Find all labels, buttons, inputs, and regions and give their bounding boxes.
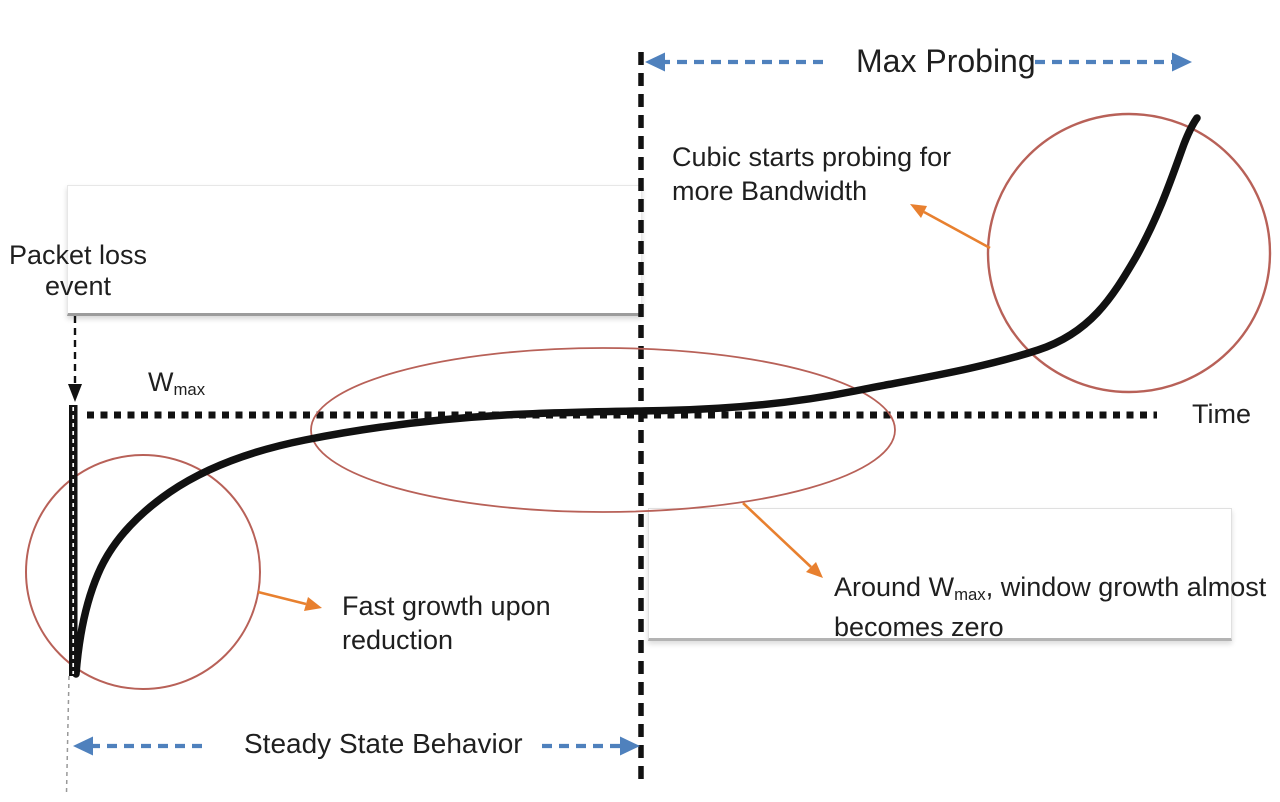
- packet-loss-callout-box: [67, 185, 642, 316]
- cubic-probing-annotation: Cubic starts probing for more Bandwidth: [672, 142, 952, 206]
- around-wmax-callout-box: [648, 508, 1232, 641]
- fast-growth-arrow-line: [257, 590, 307, 606]
- wmax-base-text: W: [148, 367, 174, 397]
- wmax-subscript-text: max: [173, 380, 206, 400]
- max-probing-right-arrowhead-icon: [1172, 52, 1192, 72]
- cubic-probing-arrow-line: [923, 210, 991, 250]
- max-probing-left-arrowhead-icon: [645, 52, 665, 72]
- cubic-window-growth-curve: [72, 114, 1201, 678]
- around-wmax-arrowhead-icon: [806, 562, 823, 578]
- around-wmax-annotation: Around Wmax, window growth almost become…: [834, 571, 1279, 644]
- fast-growth-highlight-circle: [25, 454, 261, 690]
- max-probing-phase-label: Max Probing: [856, 43, 1036, 79]
- packet-loss-arrowhead-icon: [68, 384, 82, 402]
- steady-state-right-arrowhead-icon: [620, 736, 640, 756]
- around-wmax-prefix-text: Around W: [834, 572, 955, 602]
- wmax-axis-label: Wmax: [148, 367, 205, 400]
- max-probing-highlight-circle: [986, 112, 1272, 394]
- packet-loss-guide-extension-line: [65, 675, 70, 794]
- around-wmax-subscript-text: max: [954, 585, 986, 605]
- packet-loss-drop-line: [69, 405, 78, 676]
- fast-growth-annotation: Fast growth upon reduction: [342, 591, 551, 655]
- cubic-probing-arrowhead-icon: [910, 204, 927, 218]
- packet-loss-label: Packet loss event: [8, 240, 148, 301]
- wmax-plateau-highlight-ellipse: [310, 347, 896, 513]
- steady-state-phase-label: Steady State Behavior: [244, 728, 523, 759]
- around-wmax-arrow-line: [742, 502, 812, 568]
- steady-state-left-arrowhead-icon: [73, 736, 93, 756]
- around-wmax-suffix-text: , window growth almost becomes zero: [834, 572, 1267, 643]
- time-axis-label: Time: [1192, 399, 1251, 429]
- fast-growth-arrowhead-icon: [304, 597, 322, 611]
